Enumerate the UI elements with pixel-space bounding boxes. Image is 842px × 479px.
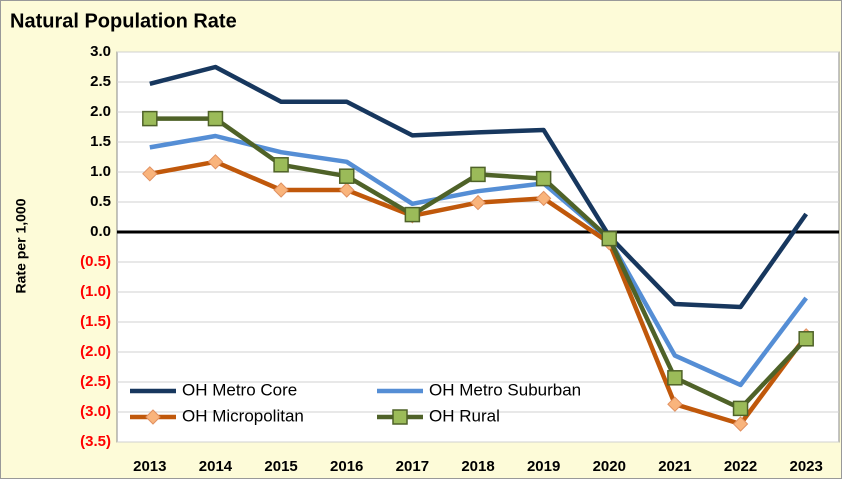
x-tick-label: 2020 (593, 458, 626, 475)
point-marker (732, 416, 749, 432)
y-tick-label: 3.0 (90, 43, 111, 60)
x-tick-label: 2014 (199, 458, 233, 475)
point-marker (207, 110, 224, 127)
x-tick-label: 2016 (330, 458, 363, 475)
x-tick-label: 2017 (396, 458, 429, 475)
point-marker (207, 154, 224, 170)
x-tick-label: 2015 (264, 458, 297, 475)
chart-title: Natural Population Rate (10, 10, 237, 32)
point-marker (339, 182, 355, 198)
legend-marker (392, 409, 408, 425)
y-tick-label: 0.5 (90, 193, 111, 210)
legend-label: OH Metro Core (182, 380, 297, 399)
point-marker (142, 166, 158, 182)
point-marker (667, 396, 683, 412)
x-tick-label: 2019 (527, 458, 560, 475)
point-marker (667, 370, 683, 386)
point-marker (470, 194, 486, 211)
point-marker (798, 331, 814, 347)
point-marker (601, 230, 618, 247)
y-axis-label: Rate per 1,000 (13, 198, 29, 293)
point-marker (338, 168, 355, 184)
y-tick-label: (3.5) (80, 433, 111, 450)
legend-label: OH Metro Suburban (429, 380, 581, 399)
x-tick-label: 2023 (789, 458, 822, 475)
y-tick-label: (0.5) (80, 253, 111, 270)
y-tick-label: 2.0 (90, 103, 111, 120)
point-marker (732, 400, 749, 417)
y-tick-label: (3.0) (80, 403, 111, 420)
legend-label: OH Rural (429, 406, 500, 425)
y-tick-label: 1.5 (90, 133, 111, 150)
x-tick-label: 2013 (133, 458, 166, 475)
y-tick-label: 1.0 (90, 163, 111, 180)
y-tick-label: (1.5) (80, 313, 111, 330)
point-marker (142, 110, 158, 127)
y-tick-label: 0.0 (90, 223, 111, 240)
point-marker (470, 166, 486, 183)
point-marker (535, 170, 552, 187)
point-marker (535, 190, 552, 207)
legend-label: OH Micropolitan (182, 406, 304, 425)
x-tick-label: 2021 (658, 458, 691, 475)
y-tick-label: (2.0) (80, 343, 111, 360)
point-marker (273, 157, 289, 173)
legend-marker (145, 409, 161, 425)
x-tick-label: 2022 (724, 458, 757, 475)
point-marker (273, 182, 289, 198)
point-marker (404, 206, 421, 223)
y-tick-label: (2.5) (80, 373, 111, 390)
y-tick-label: (1.0) (80, 283, 111, 300)
series-line (149, 64, 809, 310)
x-tick-label: 2018 (461, 458, 494, 475)
y-tick-label: 2.5 (90, 73, 111, 90)
